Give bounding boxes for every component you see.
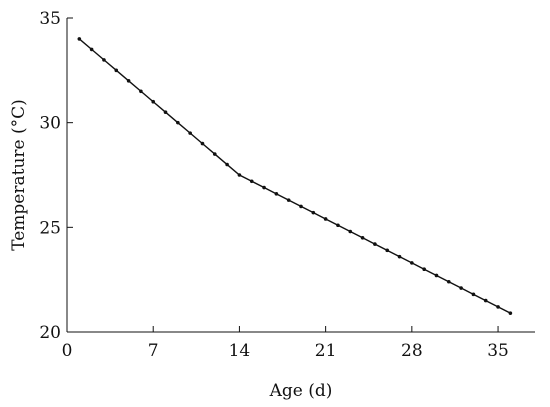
data-point [126,79,131,83]
data-point [348,229,353,234]
y-tick-label: 35 [39,9,61,29]
data-point [89,47,94,52]
x-ticks: 0 7 14 21 28 35 [62,326,509,361]
data-point [77,37,82,41]
data-point [434,273,439,278]
data-point [311,210,316,215]
data-point [114,68,119,73]
data-point [385,248,390,253]
data-point [139,89,143,94]
y-ticks: 20 25 30 35 [39,9,73,343]
y-tick-label: 20 [39,323,61,343]
data-point [151,99,156,104]
x-tick-label: 0 [62,341,73,361]
data-point [286,198,291,202]
x-tick-label: 28 [401,341,423,361]
data-point [212,152,217,156]
data-point [102,58,106,62]
x-axis-title: Age (d) [269,381,333,401]
data-point [459,286,463,290]
x-tick-label: 14 [229,341,251,361]
data-point [188,131,192,135]
data-point [508,311,513,315]
data-point [397,254,402,259]
data-point [323,217,328,221]
data-point [446,279,451,284]
y-tick-label: 30 [39,114,61,134]
data-point [496,305,500,309]
x-tick-label: 7 [148,341,159,361]
data-point [299,204,303,209]
x-tick-label: 21 [315,341,337,361]
series-group [77,37,513,315]
data-point [360,236,365,240]
data-point [176,120,180,125]
x-tick-label: 35 [487,341,509,361]
data-point [274,192,279,196]
data-point [249,179,254,184]
data-point [200,141,205,146]
y-axis-title: Temperature (°C) [9,99,29,251]
data-point [422,267,426,272]
data-point [262,185,266,190]
data-point [483,298,488,303]
data-point [471,292,476,297]
data-point [373,242,377,246]
axes [66,18,535,333]
data-point [410,261,414,265]
data-point [336,223,340,228]
series-line [78,38,511,314]
data-point [163,110,168,114]
data-point [237,173,242,177]
y-tick-label: 25 [39,218,61,238]
data-point [225,162,229,167]
